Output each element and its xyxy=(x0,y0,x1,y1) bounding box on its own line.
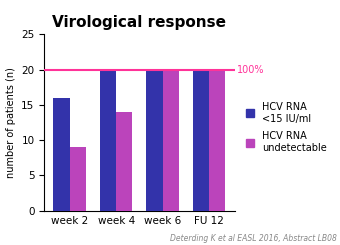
Y-axis label: number of patients (n): number of patients (n) xyxy=(6,67,16,178)
Bar xyxy=(193,70,209,211)
Text: 100%: 100% xyxy=(237,65,264,74)
Bar xyxy=(70,147,86,211)
Bar xyxy=(100,70,116,211)
Bar xyxy=(209,70,225,211)
Bar xyxy=(163,70,179,211)
Bar xyxy=(53,98,70,211)
Legend: HCV RNA
<15 IU/ml, HCV RNA
undetectable: HCV RNA <15 IU/ml, HCV RNA undetectable xyxy=(246,102,326,153)
Text: Deterding K et al EASL 2016, Abstract LB08: Deterding K et al EASL 2016, Abstract LB… xyxy=(170,233,337,243)
Title: Virological response: Virological response xyxy=(52,15,226,30)
Bar xyxy=(116,112,133,211)
Bar xyxy=(146,70,163,211)
